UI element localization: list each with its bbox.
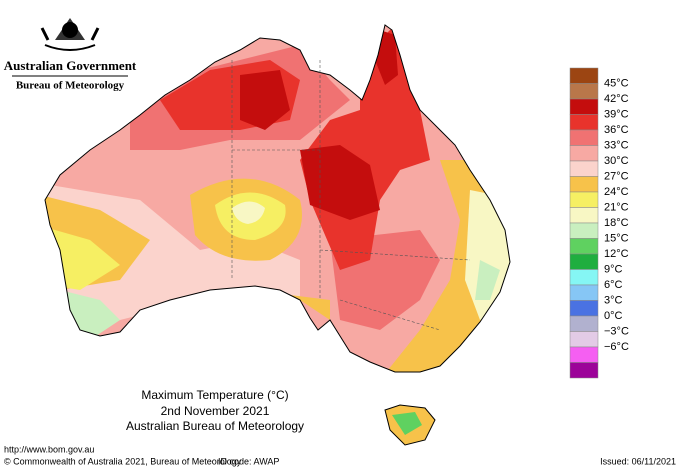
legend-swatch (569, 191, 599, 208)
tasmania-cool (392, 412, 422, 435)
legend: 45°C 42°C 39°C 36°C 33°C 30°C 27°C 24°C 21°C 18°C… (569, 67, 629, 379)
map-title: Maximum Temperature (°C) (141, 388, 288, 402)
legend-label: 18°C (604, 217, 629, 229)
legend-label: 21°C (604, 201, 629, 213)
legend-swatch (569, 269, 599, 286)
legend-label: 36°C (604, 124, 629, 136)
org-name: Australian Government (4, 58, 137, 73)
legend-label: 6°C (604, 279, 623, 291)
legend-label: 33°C (604, 139, 629, 151)
state-borders (231, 60, 471, 331)
legend-label: 45°C (604, 77, 629, 89)
legend-swatch (569, 331, 599, 348)
legend-swatch (569, 238, 599, 255)
legend-swatch (569, 129, 599, 146)
legend-label: 9°C (604, 263, 623, 275)
legend-swatch (569, 222, 599, 239)
legend-swatch (569, 114, 599, 131)
map-source: Australian Bureau of Meteorology (126, 419, 304, 433)
legend-swatch (569, 98, 599, 115)
map-date: 2nd November 2021 (161, 404, 270, 418)
legend-swatch (569, 346, 599, 363)
legend-label: −3°C (604, 325, 629, 337)
legend-label: 0°C (604, 310, 623, 322)
legend-swatch (569, 284, 599, 301)
legend-label: 15°C (604, 232, 629, 244)
legend-label: 42°C (604, 93, 629, 105)
legend-swatch (569, 315, 599, 332)
legend-swatch (569, 253, 599, 270)
legend-swatch (569, 300, 599, 317)
dept-name: Bureau of Meteorology (16, 80, 125, 92)
legend-swatch (569, 67, 599, 84)
legend-label: 39°C (604, 108, 629, 120)
footer-copyright: © Commonwealth of Australia 2021, Bureau… (4, 456, 242, 466)
footer-issued: Issued: 06/11/2021 (600, 456, 676, 466)
legend-label: 24°C (604, 186, 629, 198)
legend-label: 30°C (604, 155, 629, 167)
legend-label: 3°C (604, 294, 623, 306)
footer-id: ID code: AWAP (218, 456, 279, 466)
emblem (12, 18, 128, 77)
legend-swatch (569, 83, 599, 100)
legend-label: 12°C (604, 248, 629, 260)
legend-swatch (569, 176, 599, 193)
legend-swatch (569, 160, 599, 177)
footer-url: http://www.bom.gov.au (4, 444, 94, 454)
legend-label: 27°C (604, 170, 629, 182)
legend-swatch (569, 145, 599, 162)
legend-swatch (569, 207, 599, 224)
legend-label: −6°C (604, 341, 629, 353)
legend-swatch (569, 362, 599, 379)
coastline (44, 24, 511, 373)
